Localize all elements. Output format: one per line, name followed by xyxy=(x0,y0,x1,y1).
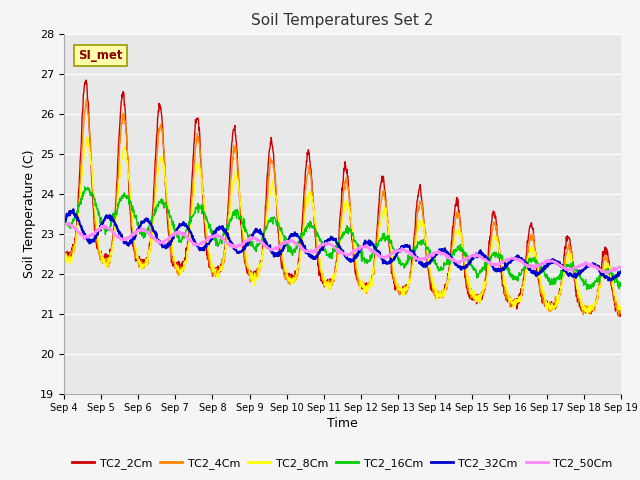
TC2_50Cm xyxy=(63,220,70,226)
TC2_4Cm xyxy=(246,279,254,285)
TC2_2Cm xyxy=(246,271,254,276)
X-axis label: Time: Time xyxy=(327,418,358,431)
TC2_4Cm xyxy=(171,261,179,267)
TC2_4Cm xyxy=(551,304,559,310)
TC2_50Cm xyxy=(171,232,179,238)
TC2_8Cm xyxy=(171,256,179,262)
Legend: TC2_2Cm, TC2_4Cm, TC2_8Cm, TC2_16Cm, TC2_32Cm, TC2_50Cm: TC2_2Cm, TC2_4Cm, TC2_8Cm, TC2_16Cm, TC2… xyxy=(68,453,617,473)
TC2_50Cm xyxy=(246,236,254,242)
Line: TC2_16Cm: TC2_16Cm xyxy=(64,187,620,290)
TC2_32Cm xyxy=(502,264,509,269)
TC2_8Cm xyxy=(551,303,559,309)
Title: Soil Temperatures Set 2: Soil Temperatures Set 2 xyxy=(252,13,433,28)
TC2_4Cm xyxy=(83,96,90,102)
TC2_8Cm xyxy=(246,270,254,276)
TC2_16Cm xyxy=(171,228,179,234)
TC2_16Cm xyxy=(246,243,254,249)
TC2_32Cm xyxy=(616,268,624,274)
TC2_2Cm xyxy=(551,300,559,306)
TC2_8Cm xyxy=(429,280,436,286)
TC2_50Cm xyxy=(616,265,624,271)
TC2_32Cm xyxy=(551,257,559,263)
TC2_16Cm xyxy=(583,287,591,293)
TC2_2Cm xyxy=(502,291,509,297)
TC2_8Cm xyxy=(84,133,92,139)
Y-axis label: Soil Temperature (C): Soil Temperature (C) xyxy=(23,149,36,278)
TC2_50Cm xyxy=(60,222,68,228)
TC2_16Cm xyxy=(60,214,68,220)
TC2_32Cm xyxy=(60,219,68,225)
TC2_50Cm xyxy=(429,250,436,256)
TC2_2Cm xyxy=(429,288,436,294)
TC2_32Cm xyxy=(69,206,77,212)
TC2_4Cm xyxy=(60,258,68,264)
TC2_32Cm xyxy=(184,226,192,231)
TC2_16Cm xyxy=(502,262,509,267)
TC2_4Cm xyxy=(429,286,436,291)
TC2_8Cm xyxy=(583,311,591,316)
TC2_50Cm xyxy=(602,270,609,276)
TC2_16Cm xyxy=(551,275,559,281)
TC2_16Cm xyxy=(429,255,436,261)
Line: TC2_4Cm: TC2_4Cm xyxy=(64,99,620,316)
TC2_2Cm xyxy=(60,246,68,252)
TC2_50Cm xyxy=(184,236,192,241)
TC2_2Cm xyxy=(184,236,192,242)
TC2_8Cm xyxy=(60,243,68,249)
Text: SI_met: SI_met xyxy=(78,49,122,62)
TC2_2Cm xyxy=(171,260,179,266)
TC2_16Cm xyxy=(81,184,89,190)
TC2_2Cm xyxy=(616,312,624,318)
TC2_2Cm xyxy=(82,77,90,83)
TC2_2Cm xyxy=(616,313,624,319)
Line: TC2_50Cm: TC2_50Cm xyxy=(64,223,620,273)
TC2_8Cm xyxy=(184,246,192,252)
TC2_50Cm xyxy=(502,258,509,264)
TC2_4Cm xyxy=(616,310,624,316)
TC2_4Cm xyxy=(184,241,192,247)
TC2_50Cm xyxy=(551,259,559,265)
TC2_32Cm xyxy=(607,278,615,284)
Line: TC2_2Cm: TC2_2Cm xyxy=(64,80,620,316)
TC2_16Cm xyxy=(184,225,192,231)
TC2_32Cm xyxy=(246,236,254,242)
TC2_32Cm xyxy=(429,253,436,259)
TC2_8Cm xyxy=(502,280,509,286)
TC2_8Cm xyxy=(616,304,624,310)
Line: TC2_32Cm: TC2_32Cm xyxy=(64,209,620,281)
TC2_32Cm xyxy=(171,230,179,236)
TC2_16Cm xyxy=(616,283,624,289)
TC2_4Cm xyxy=(502,288,509,294)
Line: TC2_8Cm: TC2_8Cm xyxy=(64,136,620,313)
TC2_4Cm xyxy=(614,313,622,319)
